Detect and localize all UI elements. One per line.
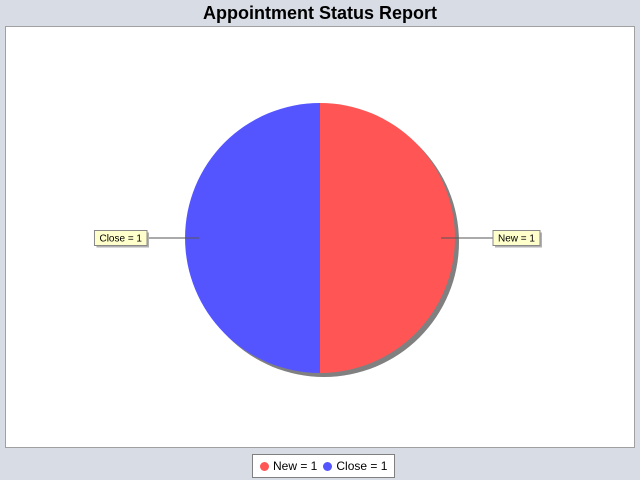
pie-slice-new bbox=[320, 103, 455, 373]
pie-slice-close bbox=[185, 103, 320, 373]
pie-slices bbox=[185, 103, 455, 373]
pie-labels: New = 1 Close = 1 bbox=[93, 230, 542, 248]
legend-swatch-close bbox=[323, 461, 333, 471]
pie-label-box-close bbox=[93, 230, 148, 246]
legend-item-close: Close = 1 bbox=[323, 459, 387, 473]
chart-legend: New = 1 Close = 1 bbox=[252, 454, 396, 478]
pie-label-box-new bbox=[492, 230, 541, 246]
chart-title: Appointment Status Report bbox=[203, 3, 437, 23]
legend-swatch-new bbox=[260, 461, 269, 471]
pie-label-close: Close = 1 bbox=[99, 234, 142, 245]
pie-label-new: New = 1 bbox=[498, 234, 535, 245]
legend-label-new: New = 1 bbox=[273, 459, 318, 473]
legend-item-new: New = 1 bbox=[260, 459, 317, 473]
legend-label-close: Close = 1 bbox=[336, 459, 388, 473]
